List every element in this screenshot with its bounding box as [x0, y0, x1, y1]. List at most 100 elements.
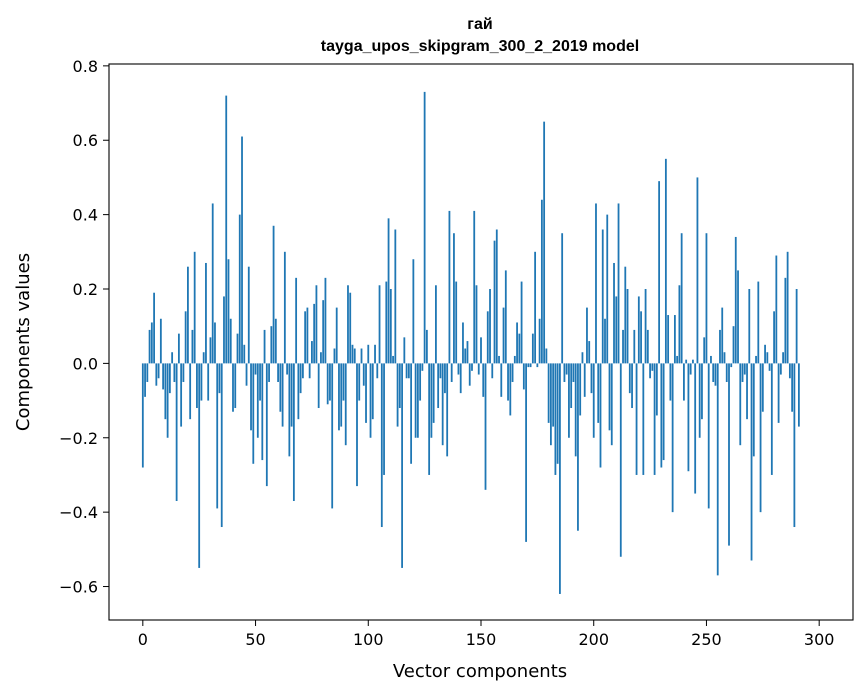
- bar: [464, 348, 467, 364]
- bar: [256, 363, 259, 438]
- bar: [175, 363, 178, 501]
- y-axis-label: Components values: [13, 253, 34, 431]
- bar: [446, 363, 449, 457]
- bar: [635, 363, 638, 475]
- bar: [480, 337, 482, 364]
- bar: [191, 329, 194, 364]
- bar: [279, 363, 282, 412]
- bar: [387, 218, 390, 364]
- bar: [196, 363, 198, 409]
- bar: [795, 289, 798, 364]
- bar: [367, 344, 370, 364]
- bar: [689, 363, 692, 375]
- bar: [538, 318, 541, 364]
- bar: [259, 363, 261, 401]
- bar: [227, 259, 230, 364]
- bar: [180, 363, 183, 427]
- y-axis-ticks: −0.6 −0.4 −0.2 0.0 0.2 0.4 0.6 0.8: [59, 57, 109, 597]
- bar: [545, 348, 548, 364]
- bar: [482, 363, 485, 397]
- bar: [588, 341, 591, 364]
- bar: [462, 322, 464, 364]
- bar: [707, 363, 710, 509]
- bar: [710, 355, 712, 364]
- bar: [495, 229, 498, 364]
- bar: [500, 363, 503, 397]
- bar: [705, 233, 708, 364]
- bar: [491, 363, 494, 379]
- bar: [286, 363, 289, 375]
- bar: [378, 285, 381, 364]
- bar: [741, 363, 744, 382]
- bar: [730, 363, 733, 368]
- bar: [504, 270, 507, 364]
- y-tick-label: −0.2: [59, 429, 98, 448]
- bar: [696, 177, 699, 364]
- bar: [757, 281, 760, 364]
- bar: [358, 363, 361, 401]
- bar: [317, 363, 320, 409]
- bar: [746, 363, 748, 420]
- bar: [288, 363, 291, 457]
- bar: [261, 363, 264, 461]
- bar: [435, 285, 437, 364]
- bar: [403, 337, 406, 364]
- x-tick-label: 0: [138, 630, 148, 649]
- bar: [563, 363, 566, 382]
- x-tick-label: 100: [353, 630, 384, 649]
- bar: [416, 363, 419, 438]
- bar: [272, 225, 275, 364]
- bar: [263, 329, 266, 364]
- bar: [223, 296, 225, 364]
- bar: [344, 363, 347, 446]
- bar: [547, 363, 550, 423]
- bar: [509, 363, 512, 416]
- bar: [207, 363, 210, 401]
- bar: [243, 344, 246, 364]
- bar: [626, 289, 629, 364]
- bar: [320, 352, 322, 364]
- bar: [292, 363, 295, 501]
- bar: [633, 329, 636, 364]
- bar: [752, 363, 755, 457]
- bar: [586, 307, 588, 364]
- bar: [277, 363, 279, 382]
- bar: [155, 363, 158, 386]
- bar: [768, 363, 771, 371]
- bar: [311, 341, 313, 364]
- x-axis-ticks: 0 50 100 150 200 250 300: [138, 620, 835, 649]
- bar: [389, 289, 392, 364]
- bar: [583, 363, 586, 397]
- bar: [414, 363, 417, 438]
- bar: [441, 363, 444, 446]
- bar: [250, 363, 252, 431]
- bar: [347, 285, 349, 364]
- bar: [572, 363, 575, 382]
- bar: [617, 203, 620, 364]
- x-tick-label: 300: [804, 630, 835, 649]
- bar: [177, 333, 180, 364]
- bar: [653, 363, 656, 475]
- x-tick-label: 250: [691, 630, 722, 649]
- bars-group: [141, 91, 800, 594]
- bar: [453, 233, 455, 364]
- bar: [662, 363, 665, 461]
- bar: [189, 363, 192, 420]
- bar: [360, 348, 363, 364]
- bar: [518, 333, 521, 364]
- bar: [732, 326, 735, 364]
- bar: [719, 329, 721, 364]
- bar: [678, 285, 681, 364]
- bar: [477, 363, 480, 375]
- bar: [385, 281, 388, 364]
- bar: [664, 158, 667, 364]
- bar: [405, 363, 408, 379]
- bar: [644, 289, 647, 364]
- bar: [680, 233, 683, 364]
- bar: [493, 240, 496, 364]
- bar: [556, 363, 559, 464]
- y-tick-label: −0.6: [59, 578, 98, 597]
- chart-title-line2: tayga_upos_skipgram_300_2_2019 model: [321, 38, 639, 55]
- bar: [613, 262, 615, 364]
- bar: [232, 363, 234, 412]
